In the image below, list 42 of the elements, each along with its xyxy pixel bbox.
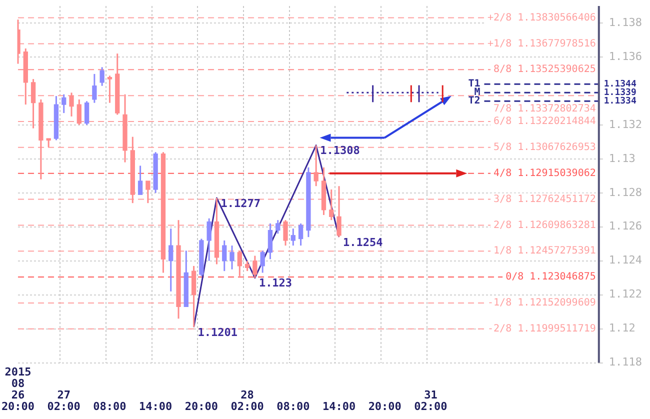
x-tick-label: 27 02:00 [47,388,80,414]
y-tick-label: 1.13 [608,152,636,165]
ref-line-label: 0/8 1.123046875 [506,272,596,283]
ref-line-label: 7/8 1.13372802734 [494,104,596,115]
y-tick-label: 1.136 [608,50,642,63]
x-tick-label: 2015 08 26 20:00 [1,365,35,414]
ref-line-label: 6/8 1.13220214844 [494,116,596,128]
data-label: 1.1308 [320,144,360,158]
ref-line-label: -2/8 1.11999511719 [488,323,596,334]
x-tick-label: 08:00 [93,400,126,414]
x-tick-label: 20:00 [368,400,402,414]
data-label: 1.1254 [343,236,384,249]
ref-line-label: 5/8 1.13067626953 [494,142,596,154]
ref-line-label: 1/8 1.12457275391 [494,246,596,257]
y-tick-label: 1.132 [608,118,642,131]
data-label: 1.1201 [198,326,238,339]
y-tick-label: 1.122 [608,288,642,301]
x-tick-label: 31 02:00 [414,388,448,414]
x-tick-label: 14:00 [322,400,356,414]
data-label: 1.1344 [604,80,637,90]
ref-line-label: -1/8 1.12152099609 [488,298,596,309]
y-tick-label: 1.124 [608,254,642,267]
y-tick-label: 1.128 [608,186,642,199]
x-tick-label: 08:00 [276,400,310,414]
y-tick-label: 1.118 [608,356,642,369]
ref-line-label: +1/8 1.13677978516 [488,38,596,50]
y-tick-label: 1.12 [608,322,636,335]
x-tick-label: 14:00 [139,400,172,414]
data-label: 1.1339 [604,88,636,98]
data-label: 1.1334 [604,96,637,106]
data-label: 1.123 [258,276,292,290]
ref-line-label: +2/8 1.13830566406 [488,12,596,24]
x-tick-label: 28 02:00 [230,388,264,414]
ref-line-label: 2/8 1.12609863281 [494,220,596,231]
y-tick-label: 1.138 [608,16,642,29]
ref-line-label: 3/8 1.12762451172 [494,194,596,205]
ref-line-label: 8/8 1.13525390625 [494,64,596,76]
y-tick-label: 1.126 [608,220,642,233]
series-label: T2 [468,96,480,107]
ref-line-label: 4/8 1.12915039062 [494,168,596,179]
data-label: 1.1277 [220,196,260,210]
x-tick-label: 20:00 [184,400,218,414]
